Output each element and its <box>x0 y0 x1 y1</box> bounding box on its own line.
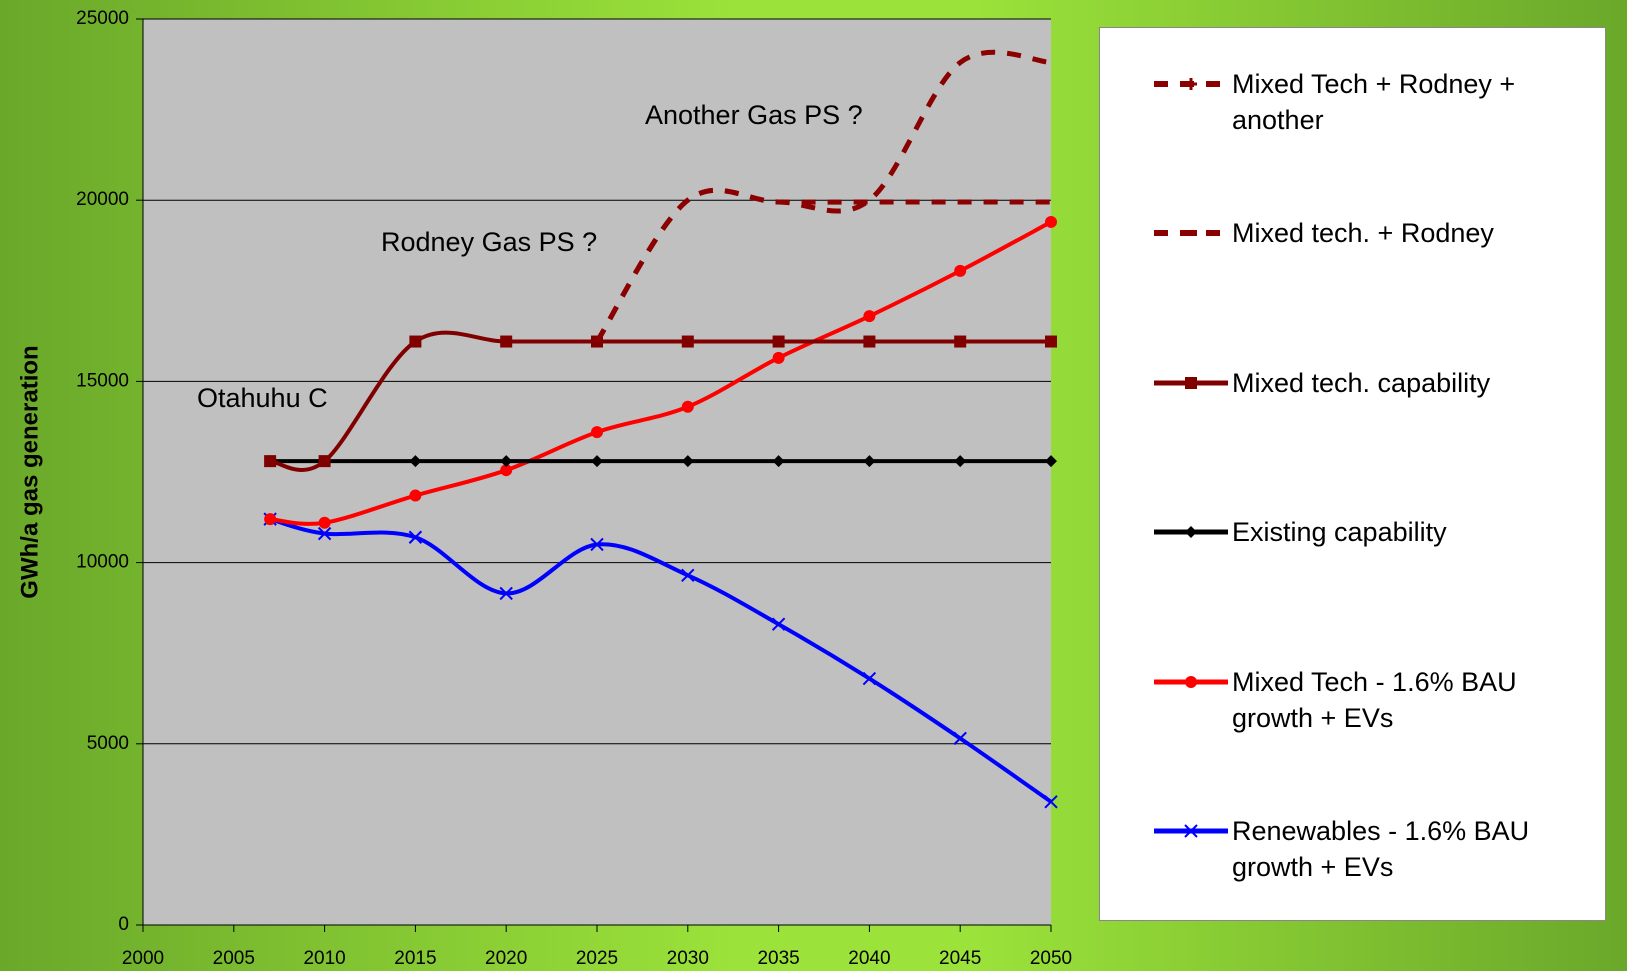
marker <box>681 400 694 413</box>
marker <box>317 526 332 541</box>
legend-label: Mixed tech. capability <box>1232 368 1491 398</box>
series-line <box>269 330 1051 472</box>
marker <box>591 426 603 439</box>
x-tick-label: 2040 <box>848 948 890 969</box>
marker <box>409 335 422 348</box>
x-tick-label: 2015 <box>394 948 436 969</box>
x-tick-label: 2000 <box>122 948 164 969</box>
series-line <box>269 220 1052 526</box>
series-line <box>594 187 1051 343</box>
y-tick-label: 20000 <box>76 189 129 210</box>
legend-label: Existing capability <box>1232 517 1447 547</box>
marker <box>1045 455 1057 468</box>
legend-swatch <box>1154 377 1228 389</box>
x-tick-label: 2010 <box>303 948 345 969</box>
x-tick-label: 2050 <box>1030 948 1072 969</box>
legend-swatch <box>1154 824 1228 838</box>
marker <box>863 335 876 348</box>
marker <box>863 310 876 323</box>
legend-swatch <box>1154 230 1228 236</box>
marker <box>954 455 967 468</box>
marker <box>264 513 277 526</box>
x-tick-label: 2030 <box>667 948 709 969</box>
x-tick-label: 2020 <box>485 948 527 969</box>
y-tick-label: 10000 <box>76 552 129 573</box>
marker <box>1185 78 1197 90</box>
y-tick-label: 0 <box>118 914 129 935</box>
legend-swatch <box>1154 676 1228 688</box>
legend-swatch <box>1154 526 1228 538</box>
marker <box>1185 377 1197 389</box>
marker <box>500 335 513 348</box>
marker <box>772 335 785 348</box>
marker <box>862 671 877 686</box>
marker <box>500 455 513 468</box>
marker <box>1185 526 1197 538</box>
x-tick-label: 2045 <box>939 948 981 969</box>
marker <box>681 455 694 468</box>
marker <box>681 568 695 582</box>
x-tick-label: 2035 <box>757 948 799 969</box>
annotation: Otahuhu C <box>197 383 328 413</box>
marker <box>953 731 967 746</box>
marker <box>318 455 331 468</box>
marker <box>409 489 422 502</box>
legend-swatch <box>1154 78 1228 90</box>
series-line <box>269 517 1053 804</box>
annotation: Another Gas PS ? <box>645 100 863 130</box>
plot-area <box>143 19 1051 925</box>
marker <box>954 264 967 277</box>
marker <box>1044 795 1058 809</box>
marker <box>591 455 603 468</box>
marker <box>1045 335 1057 348</box>
legend-label: Mixed Tech - 1.6% BAU growth + EVs <box>1232 667 1517 733</box>
marker <box>772 351 785 364</box>
y-tick-label: 5000 <box>87 733 129 754</box>
marker <box>772 455 785 468</box>
marker <box>863 455 876 468</box>
marker <box>1185 676 1197 688</box>
y-axis-label: GWh/a gas generation <box>16 345 43 598</box>
marker <box>408 530 423 544</box>
marker <box>771 617 786 631</box>
legend-label: Mixed tech. + Rodney <box>1232 218 1494 248</box>
marker <box>1184 824 1198 838</box>
marker <box>264 455 277 468</box>
marker <box>1045 215 1057 228</box>
marker <box>318 516 331 529</box>
y-tick-label: 15000 <box>76 370 129 391</box>
marker <box>590 537 604 552</box>
marker <box>409 455 422 468</box>
legend-label: Mixed Tech + Rodney + another <box>1232 69 1516 135</box>
marker <box>954 335 967 348</box>
legend: Mixed Tech + Rodney + another Mixed tech.… <box>1099 27 1606 921</box>
legend-label: Renewables - 1.6% BAU growth + EVs <box>1232 816 1530 882</box>
series-line <box>594 49 1052 343</box>
marker <box>499 586 513 601</box>
marker <box>681 335 694 348</box>
annotation: Rodney Gas PS ? <box>381 227 597 257</box>
x-tick-label: 2005 <box>213 948 255 969</box>
marker <box>500 464 513 477</box>
y-tick-label: 25000 <box>76 8 129 29</box>
x-tick-label: 2025 <box>576 948 618 969</box>
